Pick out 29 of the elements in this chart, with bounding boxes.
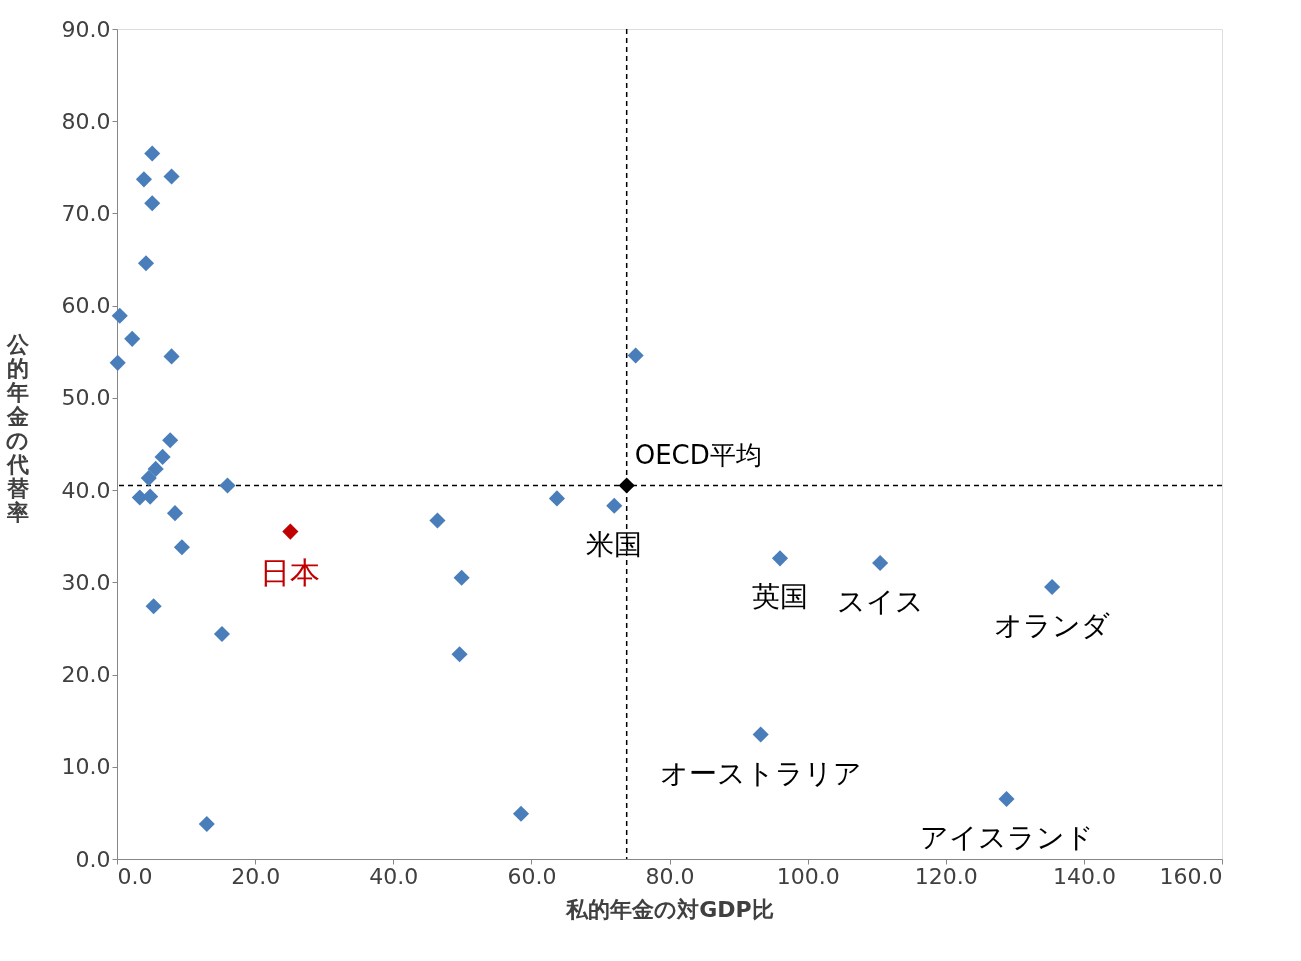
y-tick-label: 0.0 [75,846,111,872]
annotation: オーストラリア [659,756,862,790]
x-tick-label: 0.0 [117,863,153,889]
annotation: アイスランド [919,821,1094,855]
annotation: スイス [836,584,924,618]
y-tick-label: 60.0 [61,293,111,319]
y-tick-label: 80.0 [61,108,111,134]
x-axis-title: 私的年金の対GDP比 [565,896,774,922]
annotation: オランダ [994,608,1111,642]
x-tick-label: 140.0 [1052,863,1116,889]
x-tick-label: 20.0 [231,863,281,889]
y-tick-label: 90.0 [61,16,111,42]
x-tick-label: 60.0 [507,863,557,889]
series-label: OECD平均 [634,439,762,470]
annotation: 米国 [586,527,643,561]
series-label: 日本 [260,554,321,590]
y-tick-label: 20.0 [61,662,111,688]
y-tick-label: 10.0 [61,754,111,780]
x-tick-label: 160.0 [1159,863,1223,889]
y-tick-label: 50.0 [61,385,111,411]
annotation: 英国 [752,580,808,614]
y-tick-label: 40.0 [61,477,111,503]
y-axis-title: 公的年金の代替率 [5,331,30,525]
x-tick-label: 40.0 [369,863,419,889]
y-tick-label: 70.0 [61,200,111,226]
x-tick-label: 80.0 [645,863,695,889]
y-tick-label: 30.0 [61,569,111,595]
x-tick-label: 100.0 [776,863,840,889]
x-tick-label: 120.0 [914,863,978,889]
